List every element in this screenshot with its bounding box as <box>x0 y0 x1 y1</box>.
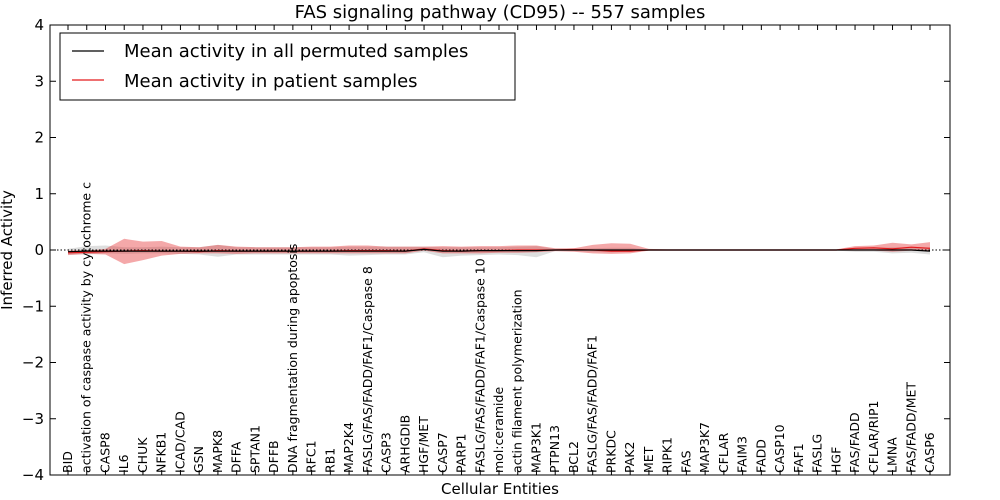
x-category-label: HGF/MET <box>416 416 431 473</box>
x-category-label: PRKDC <box>603 430 618 473</box>
x-category-label: mol:ceramide <box>491 387 506 473</box>
chart-title: FAS signaling pathway (CD95) -- 557 samp… <box>295 2 706 23</box>
y-tick-label: −3 <box>22 410 44 428</box>
x-category-label: RIPK1 <box>660 437 675 473</box>
x-category-label: SPTAN1 <box>247 425 262 473</box>
y-axis-label: Inferred Activity <box>0 190 16 310</box>
x-category-label: MAPK8 <box>210 430 225 473</box>
x-category-label: CASP3 <box>379 432 394 473</box>
x-category-label: FAS/FADD <box>847 412 862 473</box>
x-axis-label: Cellular Entities <box>441 480 559 498</box>
y-tick-label: 2 <box>34 129 44 147</box>
x-category-label: MAP3K7 <box>697 422 712 473</box>
series-band-patient <box>68 238 930 265</box>
x-category-label: LMNA <box>885 437 900 473</box>
legend: Mean activity in all permuted samples Me… <box>59 32 516 101</box>
x-category-label: BCL2 <box>566 441 581 473</box>
x-category-label: BID <box>60 451 75 473</box>
x-category-label: activation of caspase activity by cytoch… <box>79 182 94 473</box>
x-category-label: GSN <box>191 446 206 473</box>
x-category-label: FADD <box>753 439 768 473</box>
x-category-label: FASLG/FAS/FADD/FAF1 <box>585 335 600 473</box>
x-category-label: CFLAR/RIP1 <box>866 401 881 473</box>
x-category-label: CASP6 <box>922 432 937 473</box>
y-tick-label: −1 <box>22 297 44 315</box>
x-category-label: RB1 <box>322 448 337 473</box>
x-category-label: MAP2K4 <box>341 422 356 473</box>
x-category-label: FAF1 <box>791 443 806 473</box>
plot-area: 4 3 2 1 0 −1 −2 −3 −4 BID activation of caspase ac… <box>22 16 950 484</box>
x-category-label: FASLG/FAS/FADD/FAF1/Caspase 8 <box>360 266 375 473</box>
x-category-label: FAIM3 <box>735 436 750 473</box>
x-category-label: PTPN13 <box>547 425 562 473</box>
x-category-label: CFLAR <box>716 432 731 473</box>
x-category-label: FASLG <box>810 434 825 473</box>
x-category-label: DFFB <box>266 440 281 473</box>
legend-box <box>59 32 516 101</box>
x-category-label: MET <box>641 446 656 473</box>
x-category-label: PAK2 <box>622 442 637 473</box>
x-category-label: CASP8 <box>98 432 113 473</box>
x-category-label: DFFA <box>229 441 244 473</box>
x-category-label: FAS/FADD/MET <box>903 382 918 473</box>
y-tick-label: −2 <box>22 354 44 372</box>
y-tick-label: 4 <box>34 16 44 34</box>
plot-frame <box>49 24 951 476</box>
y-tick-label: −4 <box>22 466 44 484</box>
x-category-label: ARHGDIB <box>397 415 412 473</box>
x-category-label: IL6 <box>116 454 131 473</box>
x-category-label: HGF <box>828 447 843 473</box>
x-category-label: PARP1 <box>454 434 469 473</box>
x-category-label: actin filament polymerization <box>510 289 525 473</box>
y-tick-label: 3 <box>34 72 44 90</box>
x-category-label: MAP3K1 <box>529 422 544 473</box>
x-category-label: FAS <box>678 450 693 473</box>
x-category-label: FASLG/FAS/FADD/FAF1/Caspase 10 <box>472 258 487 473</box>
x-category-label: DNA fragmentation during apoptosis <box>285 244 300 473</box>
legend-label-patient: Mean activity in patient samples <box>124 71 418 92</box>
legend-label-permuted: Mean activity in all permuted samples <box>124 41 468 62</box>
x-category-label: NFKB1 <box>154 432 169 473</box>
x-category-label: ICAD/CAD <box>172 411 187 473</box>
x-category-label: RFC1 <box>304 440 319 473</box>
y-tick-label: 1 <box>34 185 44 203</box>
y-tick-label: 0 <box>34 241 44 259</box>
x-category-label: CHUK <box>135 437 150 473</box>
x-category-label: CASP10 <box>772 424 787 473</box>
x-category-label: CASP7 <box>435 432 450 473</box>
series-line-permuted <box>67 248 931 253</box>
